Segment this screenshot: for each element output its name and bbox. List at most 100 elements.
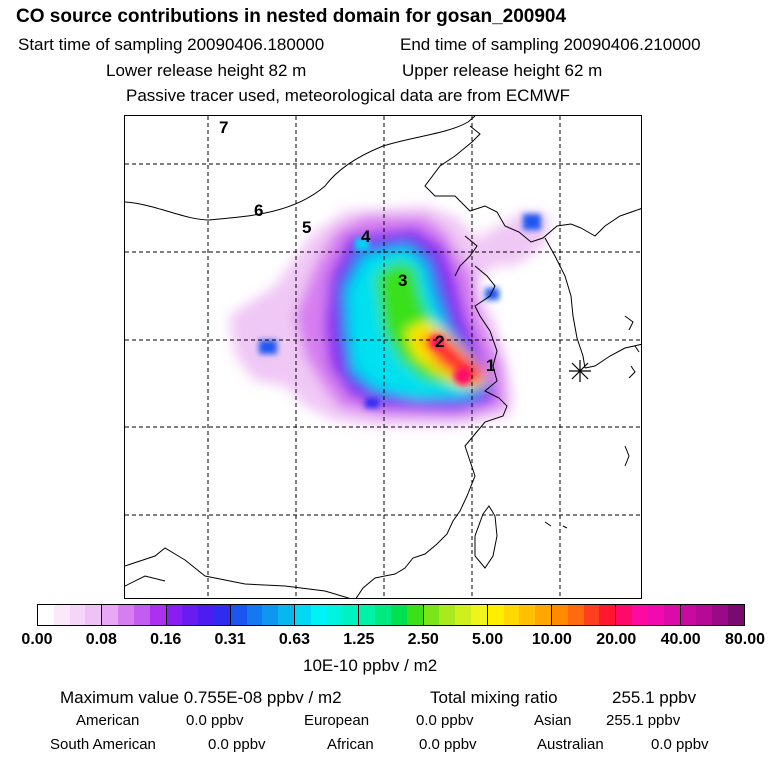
lat-lon-grid bbox=[125, 116, 641, 598]
colorbar-segment bbox=[53, 605, 70, 625]
colorbar-segment bbox=[182, 605, 199, 625]
stats-row: Maximum value 0.755E-08 ppbv / m2 Total … bbox=[60, 688, 696, 708]
start-time-label: Start time of sampling 20090406.180000 bbox=[18, 35, 325, 54]
day-label-6: 6 bbox=[254, 201, 263, 220]
colorbar-segment bbox=[101, 605, 119, 625]
day-label-7: 7 bbox=[219, 118, 228, 137]
colorbar-segment bbox=[439, 605, 456, 625]
colorbar-tick-label: 0.63 bbox=[278, 631, 311, 648]
colorbar-segment bbox=[262, 605, 279, 625]
release-heights: Lower release height 82 m Upper release … bbox=[106, 61, 706, 81]
colorbar-segment bbox=[663, 605, 680, 625]
region-australian-name: Australian bbox=[537, 736, 604, 753]
region-european-value: 0.0 ppbv bbox=[416, 712, 474, 729]
region-american-name: American bbox=[76, 712, 140, 729]
plume-hotspot-ne bbox=[523, 214, 541, 230]
colorbar-segment bbox=[165, 605, 183, 625]
upper-release-height: Upper release height 62 m bbox=[402, 61, 603, 80]
colorbar-segment bbox=[246, 605, 263, 625]
colorbar-segment bbox=[375, 605, 391, 625]
region-south-american-value: 0.0 ppbv bbox=[208, 736, 266, 753]
region-european-name: European bbox=[304, 712, 370, 729]
colorbar-tick-label: 5.00 bbox=[471, 631, 504, 648]
colorbar-segment bbox=[133, 605, 150, 625]
total-mixing-ratio-value: 255.1 ppbv bbox=[612, 688, 697, 707]
colorbar bbox=[37, 604, 745, 626]
maximum-value: Maximum value 0.755E-08 ppbv / m2 bbox=[60, 688, 342, 707]
colorbar-tick-label: 10.00 bbox=[531, 631, 572, 648]
colorbar-segment bbox=[390, 605, 407, 625]
colorbar-unit: 10E-10 ppbv / m2 bbox=[303, 656, 438, 675]
colorbar-segment bbox=[149, 605, 166, 625]
colorbar-segment bbox=[406, 605, 423, 625]
region-american-value: 0.0 ppbv bbox=[186, 712, 244, 729]
colorbar-segment bbox=[342, 605, 359, 625]
day-label-5: 5 bbox=[302, 218, 311, 237]
colorbar-segment bbox=[647, 605, 664, 625]
sampling-times: Start time of sampling 20090406.180000 E… bbox=[18, 35, 758, 55]
plume-peak-2 bbox=[430, 335, 444, 349]
tracer-info: Passive tracer used, meteorological data… bbox=[126, 86, 571, 105]
concentration-plume bbox=[229, 206, 550, 426]
colorbar-segment bbox=[455, 605, 471, 625]
colorbar-segment bbox=[310, 605, 327, 625]
end-time-label: End time of sampling 20090406.210000 bbox=[400, 35, 701, 54]
region-australian-value: 0.0 ppbv bbox=[651, 736, 709, 753]
colorbar-segment bbox=[294, 605, 311, 625]
colorbar-tick-label: 0.31 bbox=[214, 631, 246, 648]
day-label-4: 4 bbox=[361, 227, 371, 246]
colorbar-segment bbox=[213, 605, 230, 625]
day-label-2: 2 bbox=[435, 332, 444, 351]
colorbar-tick-label: 40.00 bbox=[660, 631, 701, 648]
colorbar-segment bbox=[712, 605, 728, 625]
plume-peak bbox=[454, 367, 472, 385]
colorbar-segment bbox=[422, 605, 440, 625]
colorbar-tick-label: 1.25 bbox=[343, 631, 375, 648]
colorbar-segment bbox=[599, 605, 616, 625]
colorbar-tick-label: 0.16 bbox=[150, 631, 182, 648]
colorbar-segment bbox=[679, 605, 697, 625]
colorbar-segment bbox=[229, 605, 247, 625]
lower-release-height: Lower release height 82 m bbox=[106, 61, 307, 80]
plume-hotspot-s bbox=[365, 398, 379, 408]
total-mixing-ratio-label: Total mixing ratio bbox=[430, 688, 558, 707]
plume-hotspot-n bbox=[355, 238, 369, 250]
colorbar-segment bbox=[278, 605, 294, 625]
day-label-1: 1 bbox=[486, 356, 495, 375]
colorbar-segment bbox=[326, 605, 343, 625]
colorbar-segment bbox=[503, 605, 520, 625]
map-title: CO source contributions in nested domain… bbox=[16, 6, 567, 27]
colorbar-tick-label: 2.50 bbox=[407, 631, 439, 648]
region-south-american-name: South American bbox=[50, 736, 156, 753]
colorbar-segment bbox=[615, 605, 633, 625]
plume-hotspot-w bbox=[259, 340, 277, 354]
region-african-value: 0.0 ppbv bbox=[419, 736, 477, 753]
colorbar-segment bbox=[198, 605, 214, 625]
colorbar-tick-label: 0.08 bbox=[85, 631, 117, 648]
colorbar-segment bbox=[632, 605, 648, 625]
coastlines bbox=[125, 116, 641, 598]
region-african-name: African bbox=[327, 736, 374, 753]
colorbar-segment bbox=[358, 605, 376, 625]
map-svg: 7 6 5 4 3 2 1 bbox=[125, 116, 641, 598]
colorbar-segment bbox=[486, 605, 504, 625]
colorbar-segment bbox=[470, 605, 487, 625]
colorbar-segment bbox=[727, 605, 744, 625]
colorbar-segment bbox=[519, 605, 536, 625]
colorbar-segment bbox=[38, 605, 54, 625]
colorbar-segment bbox=[85, 605, 102, 625]
region-asian-name: Asian bbox=[534, 712, 572, 729]
colorbar-tick-label: 80.00 bbox=[724, 631, 766, 648]
colorbar-segment bbox=[583, 605, 600, 625]
region-asian-value: 255.1 ppbv bbox=[606, 712, 681, 729]
receptor-marker bbox=[569, 360, 591, 382]
colorbar-segment bbox=[696, 605, 713, 625]
colorbar-segment bbox=[535, 605, 551, 625]
colorbar-tick-label: 0.00 bbox=[21, 631, 53, 648]
colorbar-tick-label: 20.00 bbox=[596, 631, 637, 648]
day-label-3: 3 bbox=[398, 271, 407, 290]
colorbar-segment bbox=[567, 605, 584, 625]
colorbar-segment bbox=[69, 605, 86, 625]
map-panel: 7 6 5 4 3 2 1 bbox=[124, 115, 642, 599]
colorbar-segment bbox=[551, 605, 568, 625]
